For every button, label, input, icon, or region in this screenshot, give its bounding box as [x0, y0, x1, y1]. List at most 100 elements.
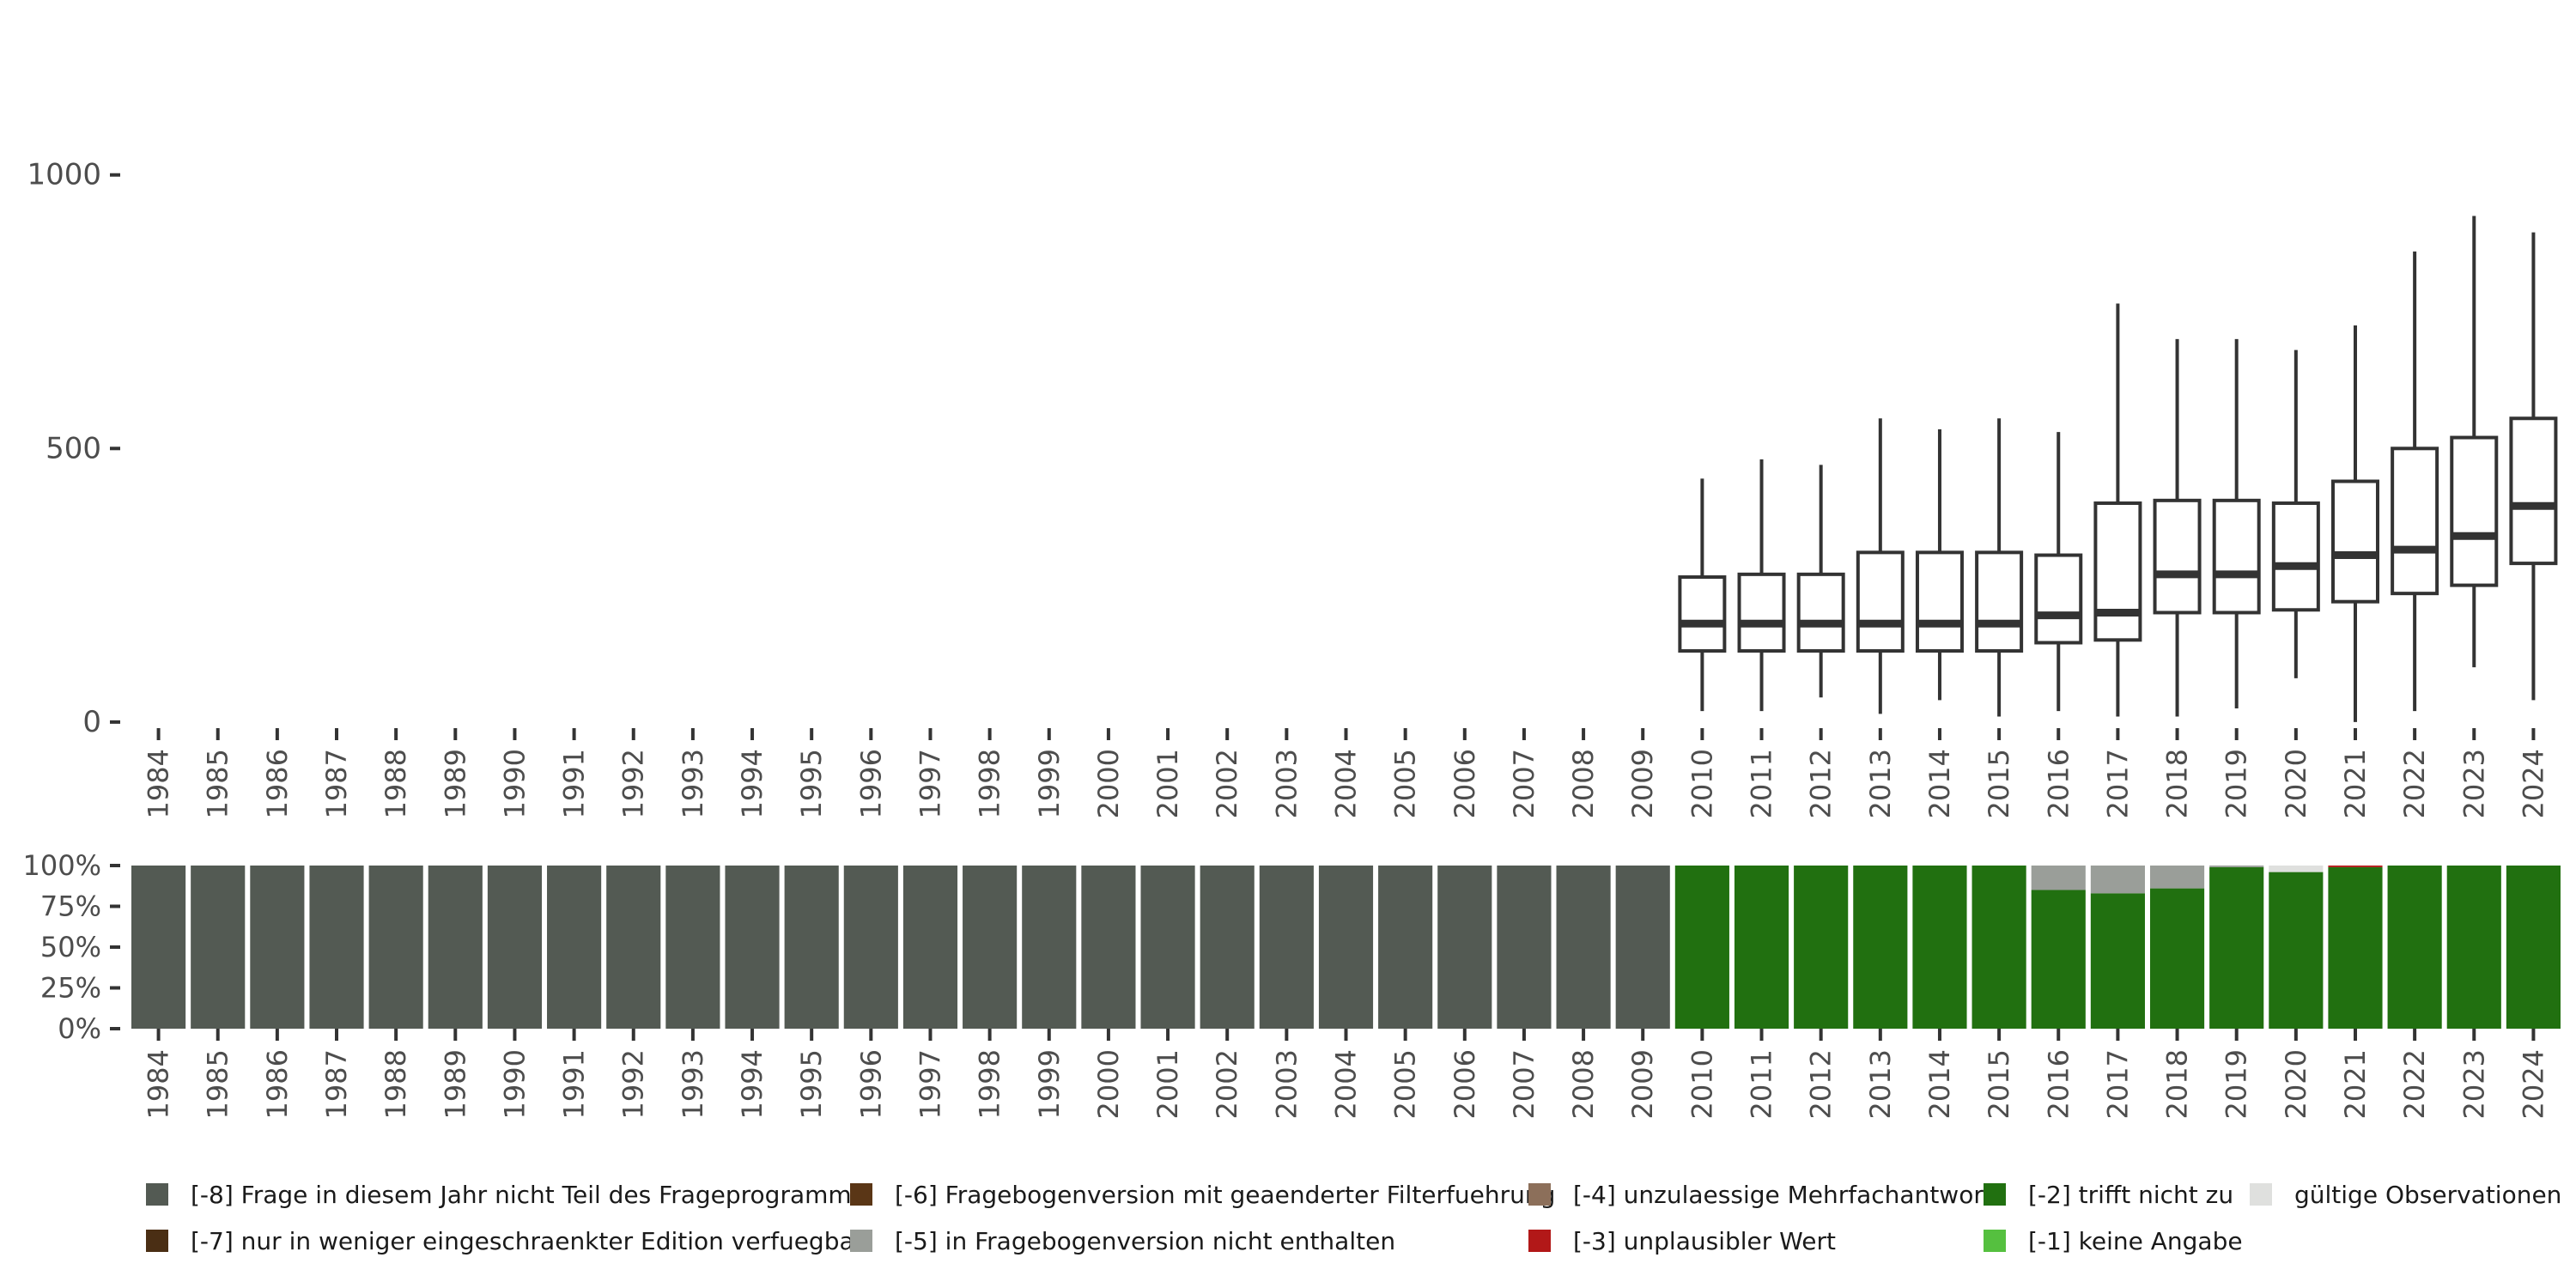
x-tick-label: 2017 — [2101, 749, 2134, 818]
x-tick-label: 1984 — [143, 1049, 175, 1119]
x-tick-label: 1988 — [380, 1049, 412, 1119]
x-tick-label: 1994 — [736, 749, 769, 818]
box — [2450, 435, 2499, 587]
bar-segment — [1674, 866, 1729, 1029]
boxplot-marks — [1678, 216, 2558, 722]
x-tick-label: 2009 — [1626, 1049, 1659, 1119]
x-tick-label: 2014 — [1923, 1049, 1956, 1119]
box — [1975, 550, 2024, 653]
y-tick-label: 500 — [46, 431, 101, 465]
x-tick-label: 1990 — [498, 749, 531, 818]
box — [1856, 550, 1905, 653]
bar-segment — [2090, 866, 2145, 894]
y-tick-label: 0% — [58, 1012, 101, 1045]
y-tick-label: 1000 — [27, 158, 101, 192]
bar-segment — [1318, 866, 1374, 1029]
bar-segment — [1734, 866, 1789, 1029]
legend-swatch — [146, 1230, 168, 1252]
legend-label: [-8] Frage in diesem Jahr nicht Teil des… — [191, 1180, 865, 1209]
legend-label: [-1] keine Angabe — [2028, 1226, 2243, 1255]
x-tick-label: 1987 — [320, 1049, 353, 1119]
chart-canvas: 0 500 1000 1984 1985 1986 1987 1988 1989 1990 199… — [23, 158, 2561, 1119]
legend-item: [-8] Frage in diesem Jahr nicht Teil des… — [146, 1172, 864, 1217]
x-tick-label: 1999 — [1033, 749, 1066, 818]
x-tick-label: 1993 — [677, 749, 709, 818]
x-tick-label: 2001 — [1151, 1049, 1184, 1119]
x-tick-label: 2024 — [2517, 1049, 2549, 1119]
x-tick-label: 1985 — [202, 749, 234, 818]
bar-segment — [2090, 893, 2145, 1029]
x-tick-label: 2011 — [1746, 749, 1778, 818]
x-tick-label: 2005 — [1389, 1049, 1422, 1119]
x-tick-label: 1990 — [498, 1049, 531, 1119]
x-tick-label: 2016 — [2042, 749, 2075, 818]
bar-segment — [1140, 866, 1195, 1029]
bar-segment — [2209, 866, 2264, 867]
x-tick-label: 2022 — [2398, 749, 2431, 818]
bar-segment — [665, 866, 720, 1029]
x-tick-label: 2009 — [1626, 749, 1659, 818]
legend-item: gültige Observationen — [2250, 1172, 2561, 1217]
x-tick-label: 2020 — [2280, 749, 2312, 818]
bar-segment — [487, 866, 543, 1029]
bar-segment — [784, 866, 839, 1029]
x-tick-label: 2002 — [1211, 749, 1243, 818]
x-tick-label: 2016 — [2042, 1049, 2075, 1119]
box — [1737, 572, 1786, 653]
stacked-bar-marks — [131, 866, 2561, 1029]
x-tick-label: 2008 — [1567, 749, 1600, 818]
box — [2509, 416, 2558, 566]
x-tick-label: 2003 — [1270, 1049, 1303, 1119]
bar-segment — [1022, 866, 1077, 1029]
x-tick-label: 1985 — [202, 1049, 234, 1119]
legend-item: [-3] unplausibler Wert — [1528, 1218, 1836, 1263]
bar-segment — [1556, 866, 1611, 1029]
x-tick-label: 1996 — [854, 1049, 887, 1119]
x-tick-label: 2020 — [2280, 1049, 2312, 1119]
x-tick-label: 2015 — [1983, 1049, 2015, 1119]
x-tick-label: 2023 — [2458, 749, 2490, 818]
x-tick-label: 1997 — [914, 1049, 946, 1119]
x-tick-label: 2019 — [2221, 749, 2253, 818]
x-tick-label: 1986 — [261, 749, 294, 818]
legend-swatch — [1984, 1230, 2006, 1252]
x-tick-label: 1992 — [617, 1049, 650, 1119]
legend-label: [-5] in Fragebogenversion nicht enthalte… — [895, 1226, 1396, 1255]
x-tick-label: 2021 — [2339, 1049, 2372, 1119]
bar-segment — [2387, 866, 2442, 1029]
bar-segment — [2328, 866, 2383, 867]
box — [2093, 501, 2142, 642]
bar-segment — [2149, 866, 2205, 889]
bar-segment — [250, 866, 305, 1029]
y-tick-label: 0 — [82, 705, 101, 739]
bar-segment — [843, 866, 898, 1029]
bar-segment — [1794, 866, 1849, 1029]
x-tick-label: 2024 — [2517, 749, 2549, 818]
x-tick-label: 2013 — [1864, 1049, 1897, 1119]
box — [2330, 479, 2379, 604]
legend-swatch — [850, 1230, 872, 1252]
legend-swatch — [1984, 1183, 2006, 1206]
box — [2271, 501, 2320, 612]
box — [2153, 498, 2202, 615]
legend-swatch — [1528, 1183, 1551, 1206]
bar-segment — [2446, 866, 2501, 1029]
x-tick-label: 1995 — [795, 1049, 828, 1119]
legend-label: gültige Observationen — [2294, 1180, 2562, 1209]
bar-segment — [1615, 866, 1670, 1029]
legend-label: [-3] unplausibler Wert — [1573, 1226, 1836, 1255]
legend-swatch — [2250, 1183, 2272, 1206]
bar-segment — [1497, 866, 1552, 1029]
x-tick-label: 2010 — [1686, 749, 1718, 818]
x-tick-label: 2006 — [1449, 1049, 1481, 1119]
x-tick-label: 2001 — [1151, 749, 1184, 818]
bar-segment — [309, 866, 364, 1029]
legend-item: [-2] trifft nicht zu — [1984, 1172, 2233, 1217]
x-tick-label: 1997 — [914, 749, 946, 818]
legend-item: [-5] in Fragebogenversion nicht enthalte… — [850, 1218, 1395, 1263]
x-tick-label: 2015 — [1983, 749, 2015, 818]
chart-legend: [-8] Frage in diesem Jahr nicht Teil des… — [146, 1172, 2576, 1275]
x-tick-label: 1988 — [380, 749, 412, 818]
bar-segment — [902, 866, 958, 1029]
x-tick-label: 2014 — [1923, 749, 1956, 818]
